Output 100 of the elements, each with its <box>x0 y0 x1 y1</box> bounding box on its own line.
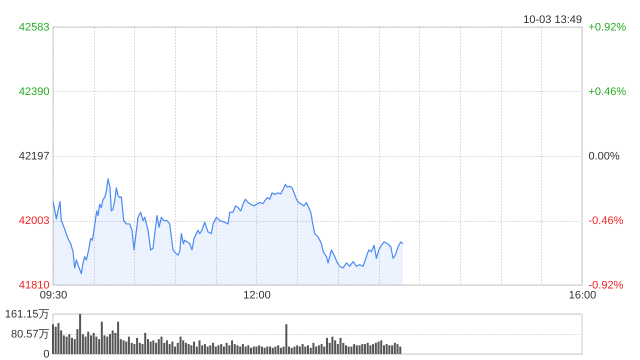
bar <box>160 336 162 354</box>
bar <box>364 344 366 354</box>
y-tick-label: 42003 <box>18 215 50 228</box>
bar <box>182 340 184 354</box>
bar <box>150 342 152 354</box>
bar <box>155 342 158 354</box>
bar <box>214 346 217 354</box>
bar <box>117 322 120 354</box>
bar <box>206 346 209 354</box>
bar <box>204 344 206 354</box>
bar <box>57 322 60 354</box>
bar <box>358 345 361 354</box>
bar <box>264 348 266 354</box>
bar <box>122 340 125 354</box>
bar <box>386 344 388 354</box>
bar <box>344 345 347 354</box>
y-tick-label: 42583 <box>18 22 50 34</box>
bar <box>348 346 350 354</box>
bar <box>372 344 374 354</box>
bar <box>302 344 304 354</box>
bar <box>108 334 111 354</box>
bar <box>90 335 92 354</box>
bar <box>217 345 220 354</box>
bar <box>306 345 309 354</box>
bar <box>236 345 238 354</box>
bar <box>374 342 377 354</box>
x-tick-label: 12:00 <box>243 290 271 302</box>
bar <box>274 346 276 354</box>
bar <box>391 345 394 354</box>
bar <box>79 314 82 354</box>
bar <box>277 345 280 354</box>
y2-tick-label: +0.46% <box>588 86 626 98</box>
text: 10-03 13:49 <box>523 14 582 26</box>
bar <box>353 344 356 354</box>
bar <box>239 346 242 354</box>
bar <box>234 344 236 354</box>
bar <box>394 342 396 354</box>
bar <box>293 346 296 354</box>
bar <box>388 345 390 354</box>
bar <box>212 342 214 354</box>
bar <box>180 336 182 354</box>
bar <box>356 345 358 354</box>
bar <box>68 334 70 354</box>
bar <box>52 324 54 354</box>
bar <box>378 342 380 354</box>
bar <box>190 345 192 354</box>
bar <box>168 344 171 354</box>
x-tick-label: 09:30 <box>40 290 68 302</box>
bar <box>331 336 334 354</box>
bar <box>304 346 306 354</box>
bar <box>366 342 369 354</box>
bar <box>247 345 250 354</box>
bar <box>100 322 103 354</box>
bar <box>272 348 274 354</box>
bar <box>250 348 252 354</box>
bar <box>242 344 244 354</box>
bar <box>260 346 263 354</box>
bar <box>269 346 272 354</box>
y-tick-label: 42390 <box>18 86 50 98</box>
bar <box>144 332 146 354</box>
bar <box>166 340 168 354</box>
y2-tick-label: +0.92% <box>588 22 626 34</box>
bar <box>258 345 260 354</box>
x-tick-label: 16:00 <box>568 290 596 302</box>
y2-tick-label: -0.92% <box>588 280 624 292</box>
bar <box>380 340 382 354</box>
bar <box>70 338 73 354</box>
bar <box>361 344 364 354</box>
bar <box>296 345 298 354</box>
bar <box>290 348 293 354</box>
bar <box>266 346 268 354</box>
y2-tick-label: -0.46% <box>588 215 624 227</box>
bar <box>106 336 108 354</box>
bar <box>92 332 95 354</box>
bar <box>95 336 98 354</box>
bar <box>285 324 288 354</box>
bar <box>136 338 138 354</box>
bar <box>315 346 318 354</box>
bar <box>326 338 328 354</box>
bar <box>318 345 320 354</box>
bar <box>298 346 301 354</box>
bar <box>334 340 336 354</box>
bar <box>231 340 234 354</box>
bar <box>252 346 255 354</box>
bar <box>184 342 187 354</box>
bar <box>244 346 247 354</box>
y-tick-label: 42197 <box>18 150 50 162</box>
bar <box>66 336 68 354</box>
bar <box>226 342 228 354</box>
bar <box>280 348 282 354</box>
bar <box>340 338 342 354</box>
bar <box>396 344 398 354</box>
bar <box>128 336 130 354</box>
bar <box>222 346 225 354</box>
bar <box>54 326 57 354</box>
y-tick-label: 41810 <box>18 280 50 292</box>
bar <box>369 345 372 354</box>
bar <box>188 344 190 354</box>
bar <box>350 346 352 354</box>
y-tick-label: 0 <box>43 348 50 360</box>
